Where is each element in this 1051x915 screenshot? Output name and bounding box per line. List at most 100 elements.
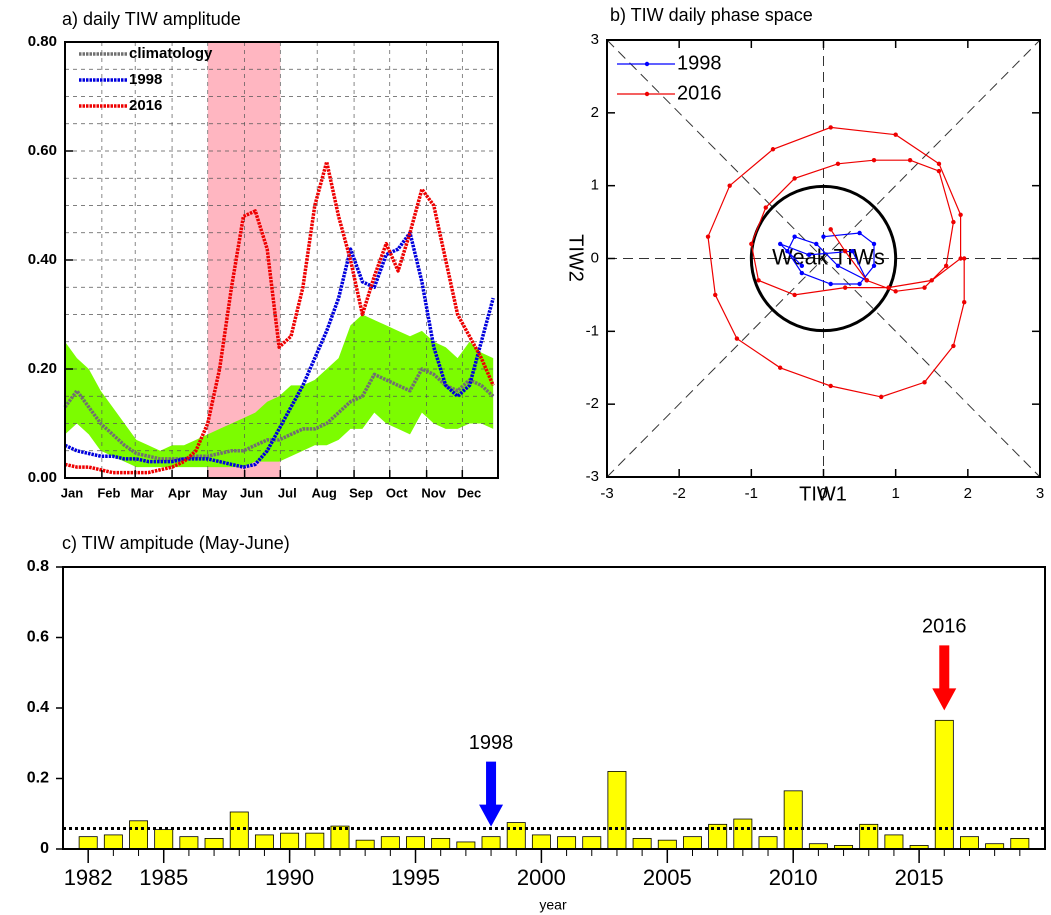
data-point — [871, 241, 877, 247]
x-tick-label: 3 — [1036, 485, 1044, 502]
bar — [531, 834, 551, 850]
bar — [1010, 838, 1030, 850]
data-line — [779, 232, 875, 285]
data-line — [707, 126, 965, 398]
data-point — [770, 147, 776, 152]
plot-frame — [64, 41, 499, 479]
data-point — [763, 205, 768, 210]
data-point — [842, 249, 848, 254]
bar — [204, 838, 224, 850]
data-point — [864, 278, 869, 283]
data-point — [857, 281, 862, 287]
y-tick-label: 3 — [591, 31, 599, 48]
data-point — [922, 380, 927, 385]
x-tick-label: May — [202, 485, 228, 500]
data-point — [705, 234, 711, 239]
bar — [758, 836, 778, 850]
data-point — [907, 157, 913, 163]
legend-label: 1998 — [129, 71, 162, 88]
annotation-arrow — [932, 645, 957, 711]
data-point — [958, 256, 963, 261]
data-point — [929, 278, 934, 283]
legend-label: 1998 — [677, 52, 722, 74]
panel-title: a) daily TIW amplitude — [62, 9, 241, 29]
data-point — [879, 394, 884, 400]
range-band — [65, 314, 494, 468]
data-point — [727, 183, 732, 188]
data-point — [778, 365, 783, 370]
y-tick-label: 0.20 — [28, 360, 57, 377]
x-tick-label: 2005 — [643, 865, 692, 890]
data-point — [893, 132, 898, 137]
x-tick-label: 0 — [819, 485, 827, 502]
y-tick-label: 0.6 — [27, 629, 49, 646]
data-point — [893, 289, 898, 294]
bar — [103, 834, 123, 850]
annotation-arrow — [479, 761, 504, 827]
bar — [355, 839, 375, 850]
x-tick-label: Jul — [278, 485, 297, 500]
x-tick-label: Mar — [131, 485, 154, 500]
bar — [280, 832, 300, 850]
x-tick-label: Sep — [349, 485, 373, 500]
x-tick-label: -1 — [745, 485, 758, 502]
y-tick-label: 0 — [591, 249, 599, 266]
y-tick-label: -3 — [586, 468, 599, 485]
x-tick-label: Apr — [168, 485, 190, 500]
data-point — [799, 263, 805, 268]
data-point — [871, 263, 877, 268]
x-tick-label: Oct — [386, 485, 408, 500]
y-tick-label: -2 — [586, 395, 599, 412]
bar — [506, 822, 526, 850]
data-point — [792, 176, 797, 181]
x-axis-label: TIW1 — [799, 483, 847, 505]
x-tick-label: 2000 — [517, 865, 566, 890]
bar — [154, 829, 174, 850]
data-line — [64, 231, 495, 469]
bar — [179, 836, 199, 850]
threshold-circle — [749, 184, 898, 333]
bar — [557, 836, 577, 850]
data-point — [835, 161, 841, 167]
legend-swatch — [644, 91, 650, 97]
bar — [934, 719, 954, 850]
bar — [884, 834, 904, 850]
data-point — [792, 234, 797, 239]
bar — [380, 836, 400, 850]
x-tick-label: 2010 — [769, 865, 818, 890]
y-tick-label: 0.00 — [28, 469, 57, 486]
data-point — [943, 263, 949, 268]
data-point — [936, 168, 942, 174]
plot-frame — [62, 566, 1046, 850]
y-tick-label: 0.8 — [27, 558, 49, 575]
reference-line — [606, 39, 1041, 478]
data-point — [842, 285, 848, 290]
data-point — [962, 300, 967, 305]
y-tick-label: 0.40 — [28, 251, 57, 268]
x-tick-label: 1995 — [391, 865, 440, 890]
panel-title: b) TIW daily phase space — [610, 5, 813, 25]
data-point — [828, 227, 833, 232]
legend-label: 2016 — [129, 97, 162, 114]
bar — [254, 834, 274, 850]
bar — [582, 836, 602, 850]
x-tick-label: Aug — [312, 485, 337, 500]
data-point — [799, 270, 805, 276]
data-point — [821, 234, 826, 239]
data-point — [828, 125, 833, 130]
data-point — [814, 241, 819, 247]
data-line — [64, 160, 495, 475]
data-point — [936, 161, 942, 167]
data-point — [828, 281, 833, 287]
data-point — [713, 292, 718, 298]
legend-label: climatology — [129, 45, 213, 62]
y-axis-label: TIW2 — [565, 234, 587, 282]
annotation-label: 2016 — [922, 616, 967, 638]
y-tick-label: 0.4 — [27, 699, 49, 716]
data-point — [886, 285, 891, 290]
data-point — [857, 230, 862, 236]
data-point — [749, 241, 754, 247]
data-point — [756, 278, 761, 283]
x-tick-label: 2015 — [895, 865, 944, 890]
x-tick-label: Jan — [61, 485, 83, 500]
